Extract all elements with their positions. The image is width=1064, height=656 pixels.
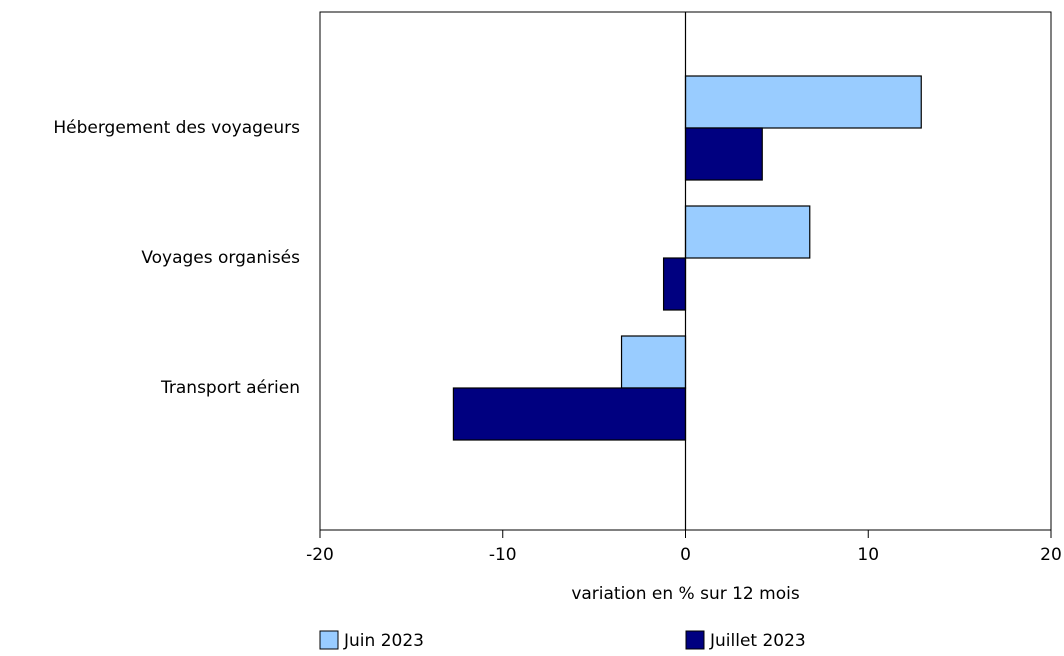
- legend-swatch: [685, 630, 705, 650]
- bar: [684, 75, 922, 129]
- bar: [620, 335, 687, 389]
- legend-swatch: [319, 630, 339, 650]
- x-tick-label: -20: [306, 545, 334, 565]
- x-tick-label: 10: [857, 545, 879, 565]
- y-tick-label: Transport aérien: [160, 378, 300, 398]
- x-axis-label: variation en % sur 12 mois: [571, 584, 800, 604]
- legend-label: Juin 2023: [343, 631, 424, 651]
- y-tick-label: Voyages organisés: [141, 248, 300, 268]
- x-tick-label: 20: [1040, 545, 1062, 565]
- x-tick-label: -10: [489, 545, 517, 565]
- bar: [662, 257, 687, 311]
- legend-label: Juillet 2023: [709, 631, 806, 651]
- bar: [452, 387, 687, 441]
- bar: [684, 205, 811, 259]
- x-tick-label: 0: [680, 545, 691, 565]
- bar: [684, 127, 763, 181]
- y-tick-label: Hébergement des voyageurs: [53, 118, 300, 138]
